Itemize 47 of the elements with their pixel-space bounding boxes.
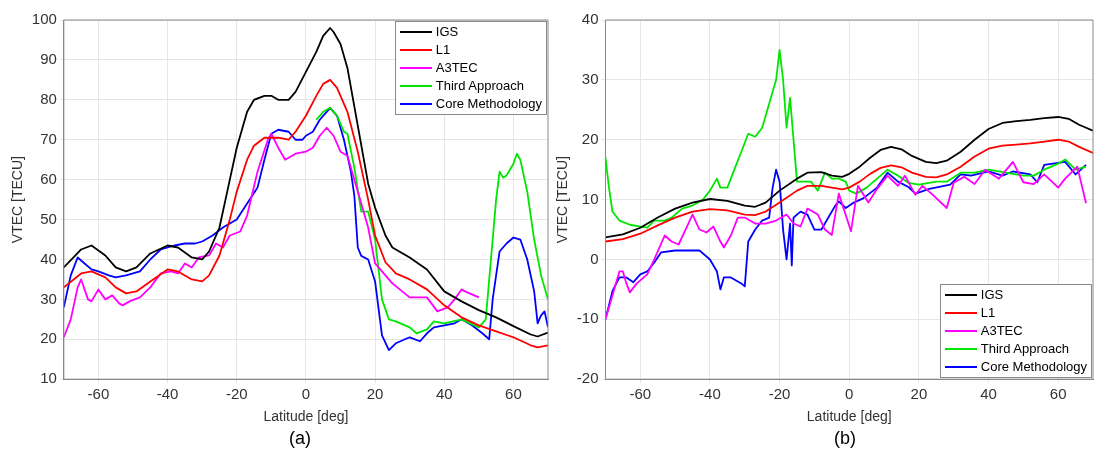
y-tick-label: 60 [40,169,57,187]
y-tick-label: 90 [40,50,57,68]
y-tick-label: 30 [40,289,57,307]
x-tick-label: 20 [910,385,928,403]
y-tick-label: 50 [40,209,57,227]
x-tick-label: -40 [156,385,179,403]
legend-label: A3TEC [435,59,478,77]
text: (b) [833,428,857,449]
legend-label: L1 [980,304,996,323]
x-tick-label: 60 [505,385,522,403]
y-axis-title: VTEC [TECU] [554,156,571,244]
x-tick-label: -60 [87,385,110,403]
y-axis-title: VTEC [TECU] [9,156,26,244]
y-tick-label: 0 [590,249,599,267]
y-tick-label: 30 [581,70,599,88]
x-axis-title: Latitude [deg] [806,408,892,425]
y-tick-label: -10 [576,309,599,327]
x-tick-label: 0 [845,385,854,403]
y-tick-label: 20 [40,329,57,347]
legend-label: IGS [435,23,459,41]
legend-label: Core Methodology [980,358,1087,377]
legend-label: Core Methodology [435,95,542,113]
y-tick-label: 20 [581,129,599,147]
x-tick-label: 60 [1049,385,1067,403]
text: (a) [288,428,312,449]
x-tick-label: -20 [225,385,248,403]
legend-label: Third Approach [980,340,1069,359]
legend-label: Third Approach [435,77,524,95]
x-tick-label: -40 [699,385,721,403]
y-tick-label: 10 [40,369,57,387]
y-tick-label: 70 [40,129,57,147]
legend-label: IGS [980,286,1004,305]
legend-label: A3TEC [980,322,1023,341]
x-tick-label: -20 [768,385,791,403]
y-tick-label: -20 [576,369,599,387]
x-tick-label: 40 [980,385,997,403]
y-tick-label: 40 [40,249,57,267]
x-tick-label: 40 [435,385,453,403]
y-tick-label: 10 [581,189,599,207]
x-axis-title: Latitude [deg] [263,408,349,425]
x-tick-label: 0 [301,385,311,403]
y-tick-label: 80 [40,89,57,107]
y-tick-label: 40 [581,10,599,28]
x-tick-label: 20 [366,385,384,403]
y-tick-label: 100 [31,10,57,28]
x-tick-label: -60 [629,385,652,403]
legend-label: L1 [435,41,451,59]
